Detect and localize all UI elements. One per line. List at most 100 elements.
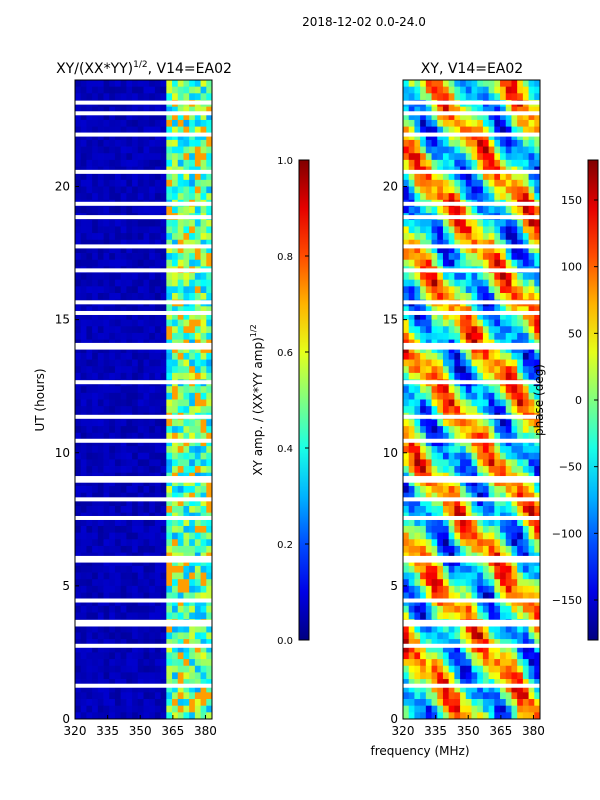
heatmap-cell — [160, 80, 167, 88]
heatmap-cell — [120, 439, 127, 447]
heatmap-cell — [522, 93, 529, 101]
heatmap-cell — [160, 139, 167, 147]
heatmap-cell — [120, 186, 127, 194]
heatmap-cell — [183, 665, 190, 673]
heatmap-cell — [109, 119, 116, 127]
heatmap-cell — [454, 519, 461, 527]
heatmap-cell — [177, 246, 184, 254]
heatmap-cell — [109, 146, 116, 154]
heatmap-cell — [206, 685, 213, 693]
heatmap-cell — [189, 86, 196, 94]
heatmap-cell — [500, 226, 507, 234]
heatmap-cell — [132, 219, 139, 227]
heatmap-cell — [86, 699, 93, 707]
heatmap-cell — [522, 659, 529, 667]
heatmap-cell — [194, 565, 201, 573]
heatmap-cell — [448, 712, 455, 720]
flagged-row — [403, 345, 540, 350]
heatmap-cell — [200, 193, 207, 201]
heatmap-cell — [183, 312, 190, 321]
heatmap-cell — [442, 326, 450, 334]
heatmap-cell — [408, 133, 415, 141]
heatmap-cell — [114, 446, 122, 454]
heatmap-cell — [511, 712, 518, 720]
heatmap-cell — [482, 585, 490, 593]
heatmap-cell — [194, 599, 201, 607]
heatmap-cell — [511, 406, 518, 414]
heatmap-cell — [194, 246, 201, 254]
heatmap-cell — [200, 153, 207, 161]
heatmap-cell — [488, 332, 495, 340]
heatmap-cell — [92, 306, 99, 314]
heatmap-cell — [114, 286, 122, 294]
heatmap-cell — [154, 332, 162, 340]
heatmap-cell — [482, 386, 490, 394]
heatmap-cell — [437, 226, 444, 234]
heatmap-cell — [505, 173, 512, 181]
heatmap-cell — [454, 312, 461, 321]
heatmap-cell — [154, 559, 162, 567]
heatmap-cell — [437, 599, 444, 607]
heatmap-cell — [126, 359, 133, 367]
heatmap-cell — [442, 293, 450, 301]
heatmap-cell — [522, 106, 529, 114]
heatmap-cell — [460, 632, 467, 640]
heatmap-cell — [460, 605, 467, 613]
flagged-row — [403, 132, 540, 137]
heatmap-cell — [177, 459, 184, 467]
heatmap-cell — [92, 665, 99, 673]
heatmap-cell — [425, 386, 432, 394]
heatmap-cell — [454, 93, 461, 101]
heatmap-cell — [206, 539, 213, 547]
heatmap-cell — [80, 366, 87, 374]
heatmap-cell — [534, 532, 541, 540]
heatmap-cell — [172, 459, 179, 467]
heatmap-cell — [97, 499, 104, 507]
heatmap-cell — [126, 133, 133, 141]
heatmap-cell — [511, 253, 518, 261]
heatmap-cell — [132, 173, 139, 181]
heatmap-cell — [143, 86, 150, 94]
flagged-row — [75, 111, 212, 116]
heatmap-cell — [126, 672, 133, 680]
heatmap-cell — [86, 406, 93, 414]
heatmap-cell — [494, 259, 501, 267]
heatmap-cell — [414, 146, 421, 154]
heatmap-cell — [500, 565, 507, 573]
heatmap-cell — [86, 685, 93, 693]
heatmap-cell — [448, 293, 455, 301]
heatmap-cell — [120, 352, 127, 360]
heatmap-cell — [154, 346, 162, 354]
heatmap-cell — [517, 359, 524, 367]
heatmap-cell — [166, 319, 173, 327]
heatmap-cell — [160, 346, 167, 354]
heatmap-cell — [528, 306, 535, 314]
flagged-row — [75, 132, 212, 137]
heatmap-cell — [522, 419, 529, 427]
heatmap-cell — [154, 366, 162, 374]
heatmap-cell — [500, 479, 507, 487]
heatmap-cell — [517, 246, 524, 254]
heatmap-cell — [80, 699, 87, 707]
heatmap-cell — [448, 612, 455, 620]
heatmap-cell — [414, 206, 421, 214]
heatmap-cell — [126, 173, 133, 181]
heatmap-cell — [194, 426, 201, 434]
heatmap-cell — [528, 312, 535, 321]
heatmap-cell — [143, 692, 150, 700]
heatmap-cell — [120, 572, 127, 580]
heatmap-cell — [425, 193, 432, 201]
heatmap-cell — [448, 459, 455, 467]
heatmap-cell — [80, 293, 87, 301]
heatmap-cell — [97, 486, 104, 494]
heatmap-cell — [80, 80, 87, 88]
heatmap-cell — [522, 652, 529, 660]
heatmap-cell — [488, 359, 495, 367]
heatmap-cell — [86, 319, 93, 327]
heatmap-cell — [465, 372, 472, 380]
heatmap-cell — [206, 459, 213, 467]
heatmap-cell — [137, 605, 144, 613]
heatmap-cell — [522, 113, 529, 121]
heatmap-cell — [511, 206, 518, 214]
heatmap-cell — [511, 539, 518, 547]
